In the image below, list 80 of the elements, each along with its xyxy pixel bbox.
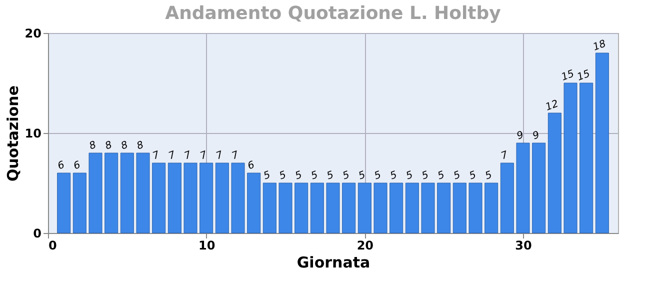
data-label: 5	[310, 170, 320, 182]
bar	[231, 162, 245, 234]
y-tick-label: 0	[33, 226, 42, 240]
data-label: 5	[262, 170, 272, 182]
bar	[184, 162, 198, 234]
bar	[310, 182, 324, 234]
bar	[484, 182, 498, 234]
bar	[358, 182, 372, 234]
bar	[468, 182, 482, 234]
data-label: 5	[357, 170, 367, 182]
data-label: 5	[452, 170, 462, 182]
bar	[262, 182, 276, 234]
data-label: 8	[88, 140, 98, 152]
data-label: 8	[136, 140, 146, 152]
data-label: 7	[167, 149, 178, 162]
bar	[437, 182, 451, 234]
bar	[548, 112, 562, 234]
data-label: 7	[183, 149, 194, 162]
bar	[294, 182, 308, 234]
y-tick-label: 10	[24, 126, 42, 140]
data-label: 5	[388, 170, 399, 182]
x-tick-label: 10	[198, 238, 216, 252]
x-tick-label: 20	[356, 238, 374, 252]
bar	[516, 142, 530, 234]
bar	[136, 152, 150, 234]
bar	[278, 182, 292, 234]
data-label: 5	[326, 170, 336, 182]
x-tick-label: 30	[515, 238, 532, 252]
bar	[500, 162, 514, 234]
bar	[564, 82, 578, 234]
data-label: 7	[214, 149, 226, 162]
data-label: 5	[373, 170, 383, 182]
data-label: 18	[592, 38, 608, 54]
bar	[120, 152, 134, 234]
data-label: 7	[151, 149, 162, 162]
data-label: 8	[104, 140, 114, 152]
data-label: 5	[484, 170, 494, 182]
data-label: 7	[500, 149, 510, 162]
bar	[421, 182, 435, 234]
bar	[200, 162, 214, 234]
bar	[595, 52, 609, 234]
bar	[215, 162, 229, 234]
chart-title: Andamento Quotazione L. Holtby	[165, 3, 502, 24]
bar	[152, 162, 166, 234]
data-label: 7	[198, 149, 210, 162]
data-label: 9	[516, 130, 526, 142]
bar	[326, 182, 340, 234]
bar	[532, 142, 546, 234]
bar	[168, 162, 182, 234]
bar	[342, 182, 356, 234]
x-tick-label: 0	[48, 238, 57, 252]
data-label: 5	[404, 170, 414, 182]
bar	[580, 82, 594, 234]
data-label: 5	[420, 170, 430, 182]
data-label: 15	[560, 68, 576, 84]
bar	[374, 182, 388, 234]
data-label: 15	[576, 68, 592, 84]
data-label: 5	[436, 170, 446, 182]
data-label: 5	[468, 170, 478, 182]
data-label: 5	[278, 170, 288, 182]
bar	[104, 152, 118, 234]
bar	[405, 182, 419, 234]
data-label: 12	[544, 98, 560, 114]
y-axis-title: Quotazione	[4, 85, 22, 182]
bar	[247, 172, 261, 234]
bar	[390, 182, 404, 234]
bar	[72, 172, 86, 234]
data-label: 7	[230, 149, 241, 162]
bar	[57, 172, 71, 234]
data-label: 6	[72, 160, 82, 172]
data-label: 6	[56, 160, 66, 172]
x-axis-title: Giornata	[296, 254, 370, 272]
data-label: 8	[120, 140, 130, 152]
data-label: 9	[531, 130, 542, 142]
data-label: 5	[294, 170, 304, 182]
y-tick-label: 20	[24, 26, 42, 40]
bar	[452, 182, 466, 234]
bar	[88, 152, 102, 234]
data-label: 5	[341, 170, 352, 182]
data-label: 6	[246, 160, 256, 172]
